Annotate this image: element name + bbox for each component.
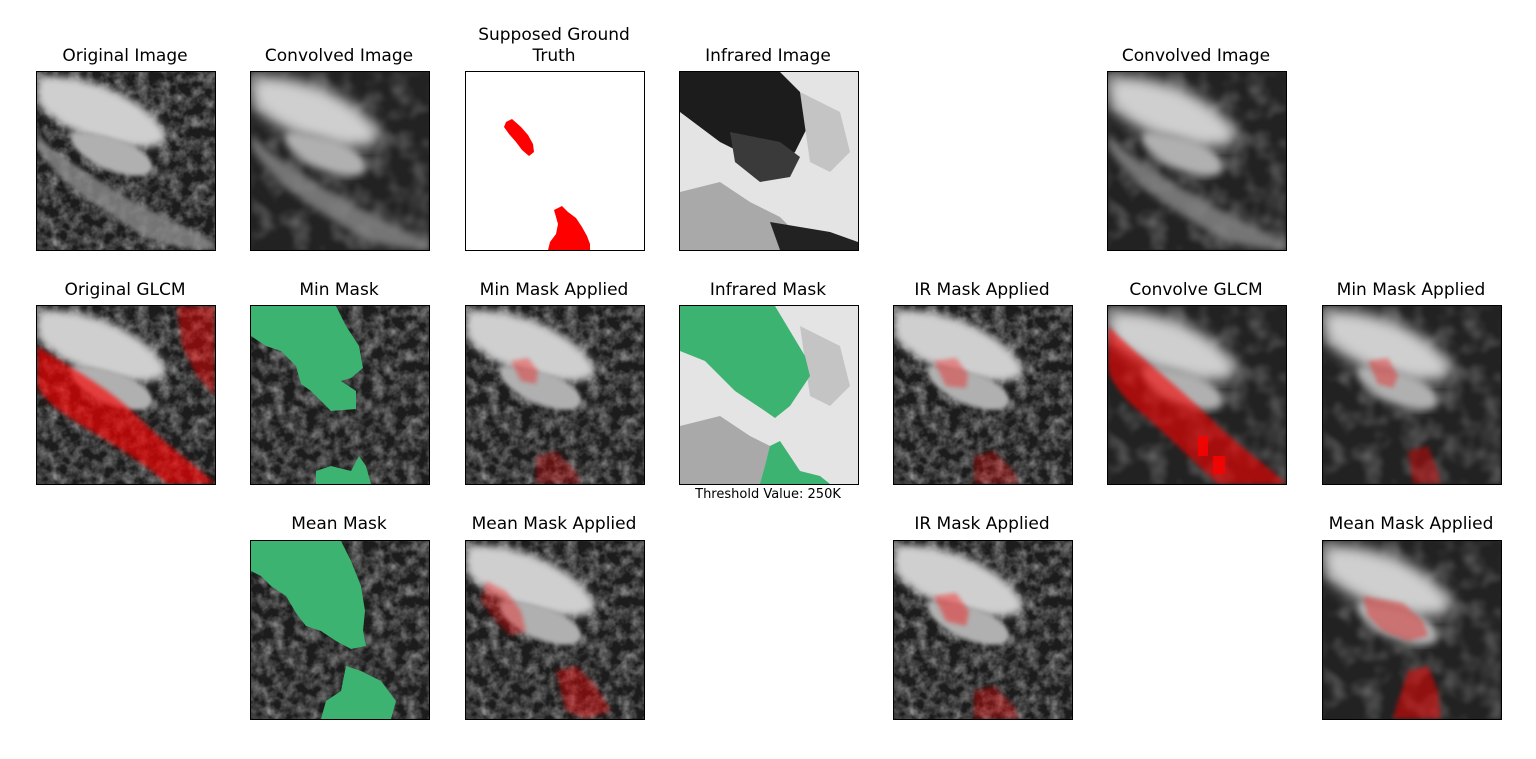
min-mask-applied-title-2: Min Mask Applied — [1336, 280, 1486, 300]
original-glcm-title: Original GLCM — [64, 280, 186, 300]
infrared-image-panel — [679, 71, 859, 251]
ir-mask-applied-panel-1 — [893, 305, 1073, 485]
min-mask-plot — [251, 306, 429, 484]
ir-mask-applied-title-1: IR Mask Applied — [914, 280, 1050, 300]
ir-mask-applied-plot-1 — [894, 306, 1072, 484]
original-image-panel — [36, 71, 216, 251]
infrared-image-title: Infrared Image — [705, 46, 831, 66]
mean-mask-applied-plot-2 — [1323, 541, 1501, 719]
convolved-image-plot-1 — [251, 72, 429, 250]
mean-mask-panel — [250, 540, 430, 720]
mean-mask-title: Mean Mask — [291, 514, 387, 534]
min-mask-panel — [250, 305, 430, 485]
original-image-title: Original Image — [62, 46, 188, 66]
convolved-image-plot-2 — [1108, 72, 1286, 250]
min-mask-applied-plot-1 — [466, 306, 644, 484]
ir-mask-applied-title-2: IR Mask Applied — [914, 514, 1050, 534]
ground-truth-title-line2: Truth — [532, 46, 576, 66]
original-image-plot — [37, 72, 215, 250]
mean-mask-applied-panel-1 — [465, 540, 645, 720]
original-glcm-plot — [37, 306, 215, 484]
mean-mask-plot — [251, 541, 429, 719]
convolved-image-title-2: Convolved Image — [1121, 46, 1271, 66]
mean-mask-applied-plot-1 — [466, 541, 644, 719]
ground-truth-plot — [466, 72, 644, 250]
convolve-glcm-title: Convolve GLCM — [1129, 280, 1263, 300]
min-mask-title: Min Mask — [299, 280, 379, 300]
min-mask-applied-title-1: Min Mask Applied — [479, 280, 629, 300]
ir-mask-applied-panel-2 — [893, 540, 1073, 720]
ground-truth-region-1 — [504, 119, 534, 156]
min-mask-applied-panel-2 — [1322, 305, 1502, 485]
infrared-mask-plot — [680, 306, 858, 484]
min-mask-applied-panel-1 — [465, 305, 645, 485]
convolved-image-panel-2 — [1107, 71, 1287, 251]
convolved-image-panel-1 — [250, 71, 430, 251]
infrared-mask-caption: Threshold Value: 250K — [695, 487, 841, 502]
convolved-image-title-1: Convolved Image — [264, 46, 414, 66]
convolve-glcm-panel — [1107, 305, 1287, 485]
convolve-glcm-plot — [1108, 306, 1286, 484]
ir-mask-applied-plot-2 — [894, 541, 1072, 719]
infrared-mask-title: Infrared Mask — [709, 280, 827, 300]
min-mask-applied-plot-2 — [1323, 306, 1501, 484]
ground-truth-title-line1: Supposed Ground — [478, 25, 630, 45]
mean-mask-applied-title-2: Mean Mask Applied — [1328, 514, 1494, 534]
infrared-image-plot — [680, 72, 858, 250]
ground-truth-region-2 — [548, 206, 590, 250]
original-glcm-panel — [36, 305, 216, 485]
infrared-mask-panel — [679, 305, 859, 485]
mean-mask-applied-panel-2 — [1322, 540, 1502, 720]
ground-truth-panel — [465, 71, 645, 251]
mean-mask-applied-title-1: Mean Mask Applied — [471, 514, 637, 534]
